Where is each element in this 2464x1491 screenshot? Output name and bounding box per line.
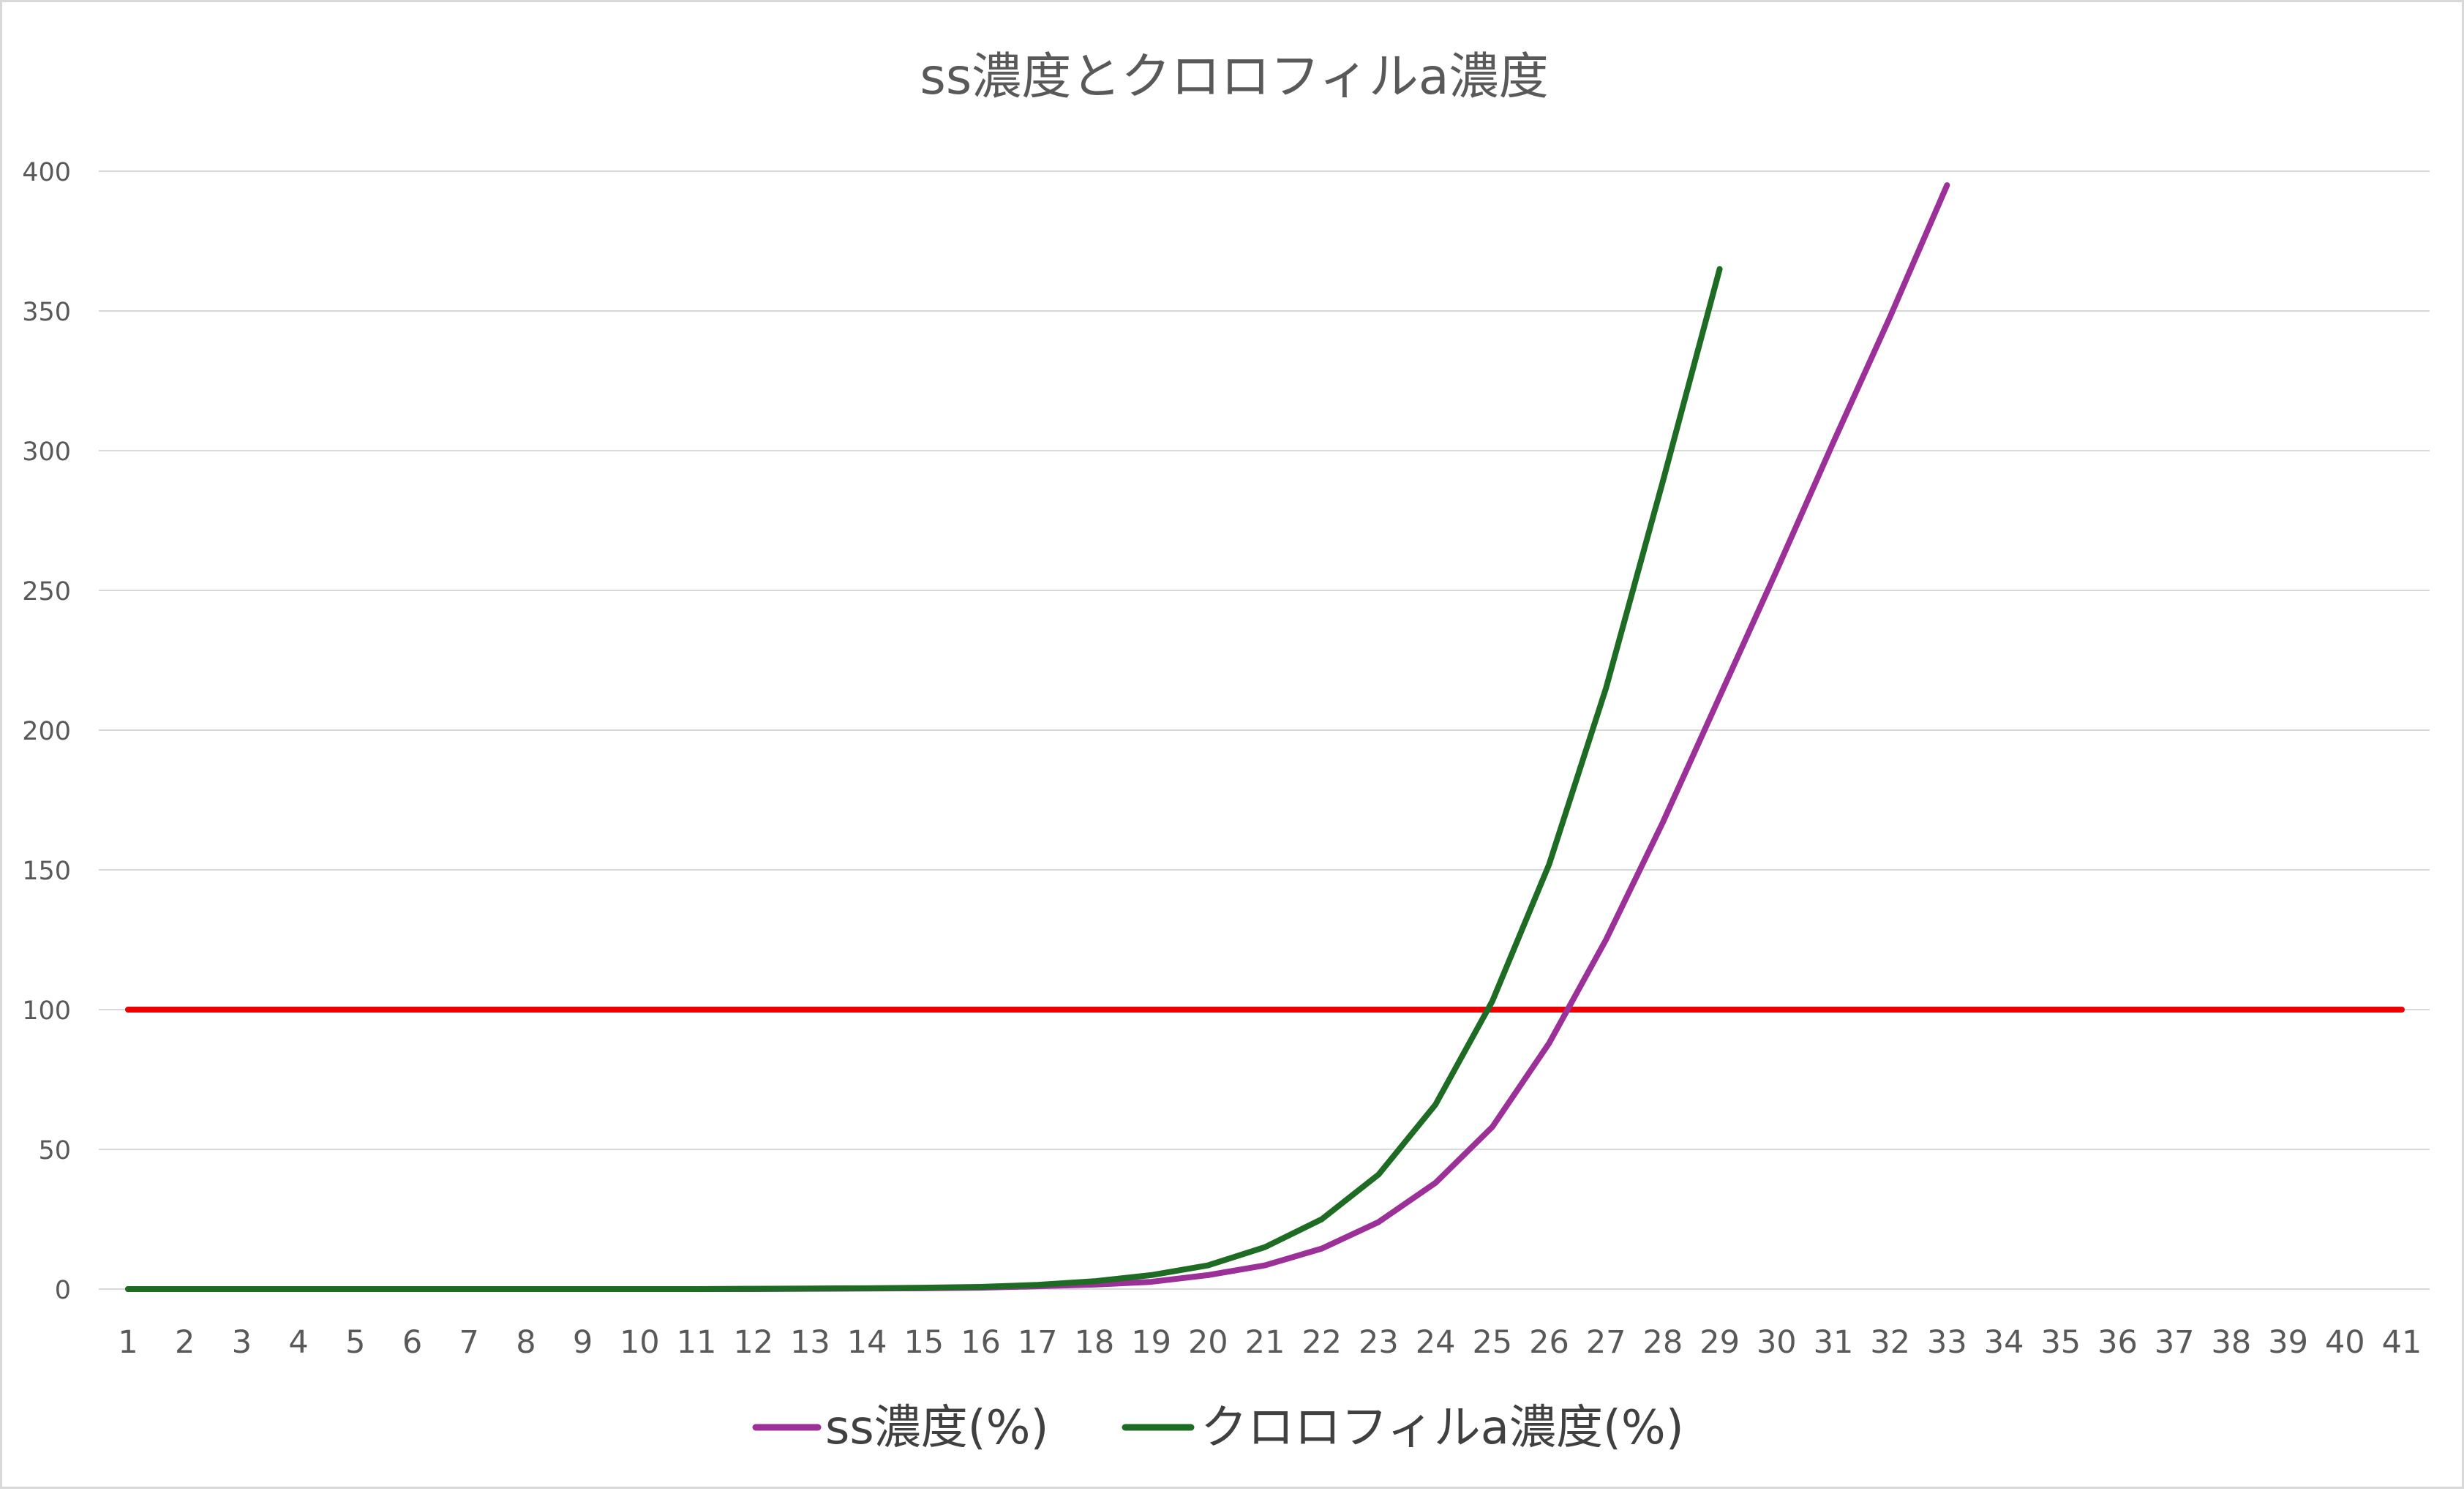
legend: ss濃度(%) クロロフィルa濃度(%) [752,1401,1684,1455]
x-tick-label: 32 [1870,1324,1910,1361]
x-tick-label: 34 [1984,1324,2024,1361]
x-tick-label: 33 [1927,1324,1967,1361]
y-tick-label: 400 [22,158,71,187]
series-line-1 [125,266,1723,1292]
x-tick-label: 39 [2268,1324,2308,1361]
x-tick-label: 40 [2325,1324,2365,1361]
x-axis-tick-labels: 1 2 3 4 5 6 7 8 9 10 11 12 13 14 15 16 17 18 19 20 21 22 23 24 2… [118,1324,2422,1361]
x-tick-label: 41 [2382,1324,2422,1361]
x-tick-label: 28 [1643,1324,1683,1361]
y-tick-label: 350 [22,298,71,327]
x-tick-label: 11 [677,1324,717,1361]
x-tick-label: 4 [288,1324,308,1361]
x-tick-label: 3 [232,1324,252,1361]
x-tick-label: 18 [1075,1324,1115,1361]
x-tick-label: 30 [1757,1324,1797,1361]
x-tick-label: 36 [2097,1324,2138,1361]
x-tick-label: 23 [1359,1324,1399,1361]
x-tick-label: 20 [1188,1324,1228,1361]
y-tick-label: 200 [22,717,71,746]
x-tick-label: 1 [118,1324,138,1361]
y-tick-label: 100 [22,996,71,1026]
x-tick-label: 26 [1529,1324,1569,1361]
x-tick-label: 19 [1131,1324,1171,1361]
y-tick-label: 300 [22,437,71,467]
legend-label-1: クロロフィルa濃度(%) [1201,1401,1684,1455]
x-tick-label: 8 [516,1324,536,1361]
x-tick-label: 14 [847,1324,887,1361]
x-tick-label: 35 [2040,1324,2081,1361]
x-tick-label: 7 [459,1324,479,1361]
x-tick-label: 27 [1586,1324,1626,1361]
legend-label-0: ss濃度(%) [825,1401,1048,1455]
x-tick-label: 16 [961,1324,1001,1361]
y-axis-tick-labels: 0 50 100 150 200 250 300 350 400 [22,158,71,1305]
gridlines [99,170,2430,1290]
x-tick-label: 17 [1018,1324,1058,1361]
x-tick-label: 13 [790,1324,830,1361]
x-tick-label: 10 [620,1324,660,1361]
x-tick-label: 9 [573,1324,593,1361]
y-tick-label: 250 [22,577,71,606]
x-tick-label: 37 [2155,1324,2195,1361]
x-tick-label: 6 [402,1324,422,1361]
x-tick-label: 29 [1699,1324,1740,1361]
x-tick-label: 5 [345,1324,365,1361]
x-tick-label: 21 [1245,1324,1285,1361]
x-tick-label: 25 [1472,1324,1512,1361]
y-tick-label: 0 [55,1276,71,1305]
x-tick-label: 24 [1416,1324,1456,1361]
series-line-0 [125,182,1950,1292]
y-tick-label: 50 [38,1136,71,1165]
y-tick-label: 150 [22,857,71,886]
x-tick-label: 2 [175,1324,195,1361]
series-lines [125,182,2405,1292]
x-tick-label: 38 [2212,1324,2252,1361]
x-tick-label: 31 [1814,1324,1854,1361]
x-tick-label: 15 [904,1324,944,1361]
x-tick-label: 22 [1302,1324,1342,1361]
x-tick-label: 12 [733,1324,773,1361]
chart-title: ss濃度とクロロフィルa濃度 [920,48,1548,106]
